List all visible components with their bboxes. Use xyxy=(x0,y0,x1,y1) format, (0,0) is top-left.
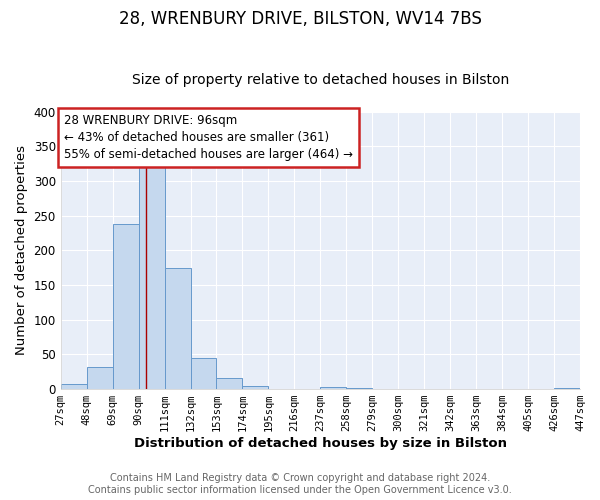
Bar xyxy=(191,358,217,389)
Text: 28, WRENBURY DRIVE, BILSTON, WV14 7BS: 28, WRENBURY DRIVE, BILSTON, WV14 7BS xyxy=(119,10,481,28)
Bar xyxy=(320,387,346,389)
Title: Size of property relative to detached houses in Bilston: Size of property relative to detached ho… xyxy=(132,73,509,87)
Bar xyxy=(554,388,580,389)
Bar xyxy=(242,386,268,389)
X-axis label: Distribution of detached houses by size in Bilston: Distribution of detached houses by size … xyxy=(134,437,507,450)
Bar xyxy=(217,378,242,389)
Bar xyxy=(346,388,372,389)
Text: Contains HM Land Registry data © Crown copyright and database right 2024.
Contai: Contains HM Land Registry data © Crown c… xyxy=(88,474,512,495)
Text: 28 WRENBURY DRIVE: 96sqm
← 43% of detached houses are smaller (361)
55% of semi-: 28 WRENBURY DRIVE: 96sqm ← 43% of detach… xyxy=(64,114,353,161)
Bar xyxy=(61,384,86,389)
Y-axis label: Number of detached properties: Number of detached properties xyxy=(15,146,28,356)
Bar xyxy=(86,367,113,389)
Bar xyxy=(164,268,191,389)
Bar xyxy=(113,224,139,389)
Bar xyxy=(139,167,164,389)
